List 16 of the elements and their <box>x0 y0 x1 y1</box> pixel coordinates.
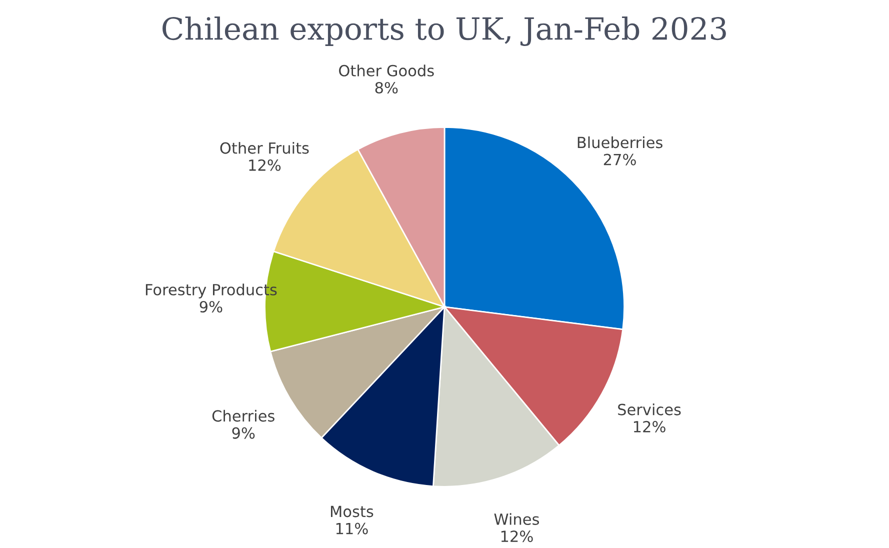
data-label: 12% <box>249 159 281 171</box>
data-label: 11% <box>336 522 368 534</box>
slice-label: Cherries <box>212 410 274 422</box>
data-label: 12% <box>501 530 533 542</box>
data-label: 27% <box>604 154 636 166</box>
data-label: 9% <box>232 427 255 439</box>
slice-label: Other Fruits <box>220 142 309 154</box>
slice-label: Other Goods <box>339 64 434 76</box>
slice-label: Wines <box>494 513 539 525</box>
data-label: 12% <box>634 420 666 432</box>
slice-label: Mosts <box>330 506 374 518</box>
slice-label: Services <box>618 404 681 416</box>
data-label: 9% <box>200 300 222 313</box>
slice-label: Blueberries <box>578 136 662 148</box>
chart-title: Chilean exports to UK, Jan-Feb 2023 <box>162 16 726 46</box>
data-label: 8% <box>375 82 398 94</box>
